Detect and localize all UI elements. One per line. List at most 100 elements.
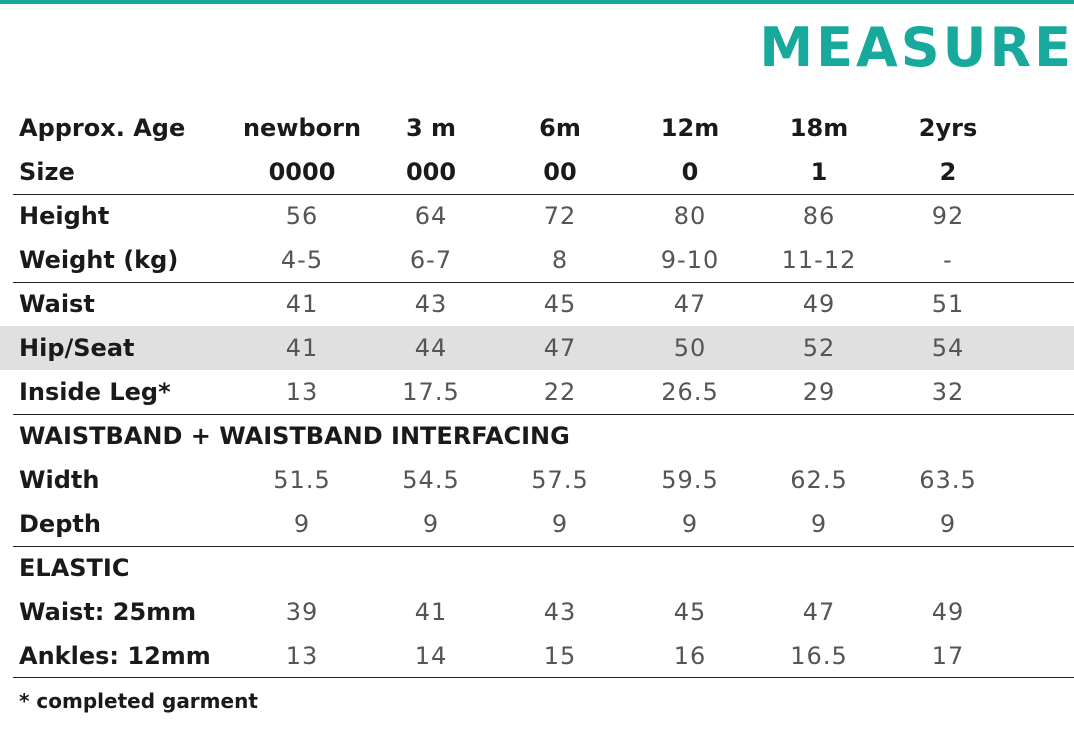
cell-newborn: 13 [285,642,319,670]
row-label: Weight (kg) [19,246,179,274]
cell-18m: 9 [810,510,828,538]
cell-2yrs: 9 [939,510,957,538]
cell-6m: 47 [543,334,577,362]
row-label: Hip/Seat [19,334,135,362]
cell-newborn: 51.5 [273,466,331,494]
cell-2yrs: 92 [931,202,965,230]
cell-newborn: 0000 [268,158,336,186]
section-heading-elastic: ELASTIC [0,546,1074,590]
cell-18m: 62.5 [790,466,848,494]
cell-12m: 9-10 [660,246,720,274]
cell-18m: 86 [802,202,836,230]
cell-6m: 43 [543,598,577,626]
table-row-size: Size 0000 000 00 0 1 2 [0,150,1074,194]
cell-18m: 47 [802,598,836,626]
cell-18m: 16.5 [790,642,848,670]
cell-newborn: 56 [285,202,319,230]
row-label: Inside Leg* [19,378,171,406]
divider-line [13,282,1074,283]
table-row-inside-leg: Inside Leg* 13 17.5 22 26.5 29 32 [0,370,1074,414]
section-label: ELASTIC [19,554,130,582]
cell-newborn: newborn [242,114,362,142]
table-row-height: Height 56 64 72 80 86 92 [0,194,1074,238]
section-label: WAISTBAND + WAISTBAND INTERFACING [19,422,570,450]
cell-2yrs: 2yrs [918,114,978,142]
divider-line [13,414,1074,415]
cell-18m: 52 [802,334,836,362]
cell-6m: 00 [543,158,577,186]
measurement-table: Approx. Age newborn 3 m 6m 12m 18m 2yrs … [0,106,1074,678]
cell-3m: 6-7 [409,246,453,274]
row-label: Waist [19,290,95,318]
section-heading-waistband: WAISTBAND + WAISTBAND INTERFACING [0,414,1074,458]
table-row-waist: Waist 41 43 45 47 49 51 [0,282,1074,326]
table-row-weight: Weight (kg) 4-5 6-7 8 9-10 11-12 - [0,238,1074,282]
cell-3m: 000 [405,158,457,186]
cell-18m: 29 [802,378,836,406]
cell-18m: 18m [789,114,849,142]
cell-12m: 16 [673,642,707,670]
cell-18m: 1 [810,158,828,186]
cell-6m: 45 [543,290,577,318]
cell-3m: 44 [414,334,448,362]
cell-2yrs: 17 [931,642,965,670]
cell-2yrs: 2 [939,158,957,186]
row-label: Depth [19,510,101,538]
cell-3m: 43 [414,290,448,318]
cell-newborn: 39 [285,598,319,626]
table-row-width: Width 51.5 54.5 57.5 59.5 62.5 63.5 [0,458,1074,502]
cell-2yrs: 32 [931,378,965,406]
cell-3m: 54.5 [402,466,460,494]
cell-6m: 72 [543,202,577,230]
cell-18m: 11-12 [781,246,857,274]
cell-3m: 9 [422,510,440,538]
footnote: * completed garment [19,689,258,713]
cell-3m: 41 [414,598,448,626]
divider-line [13,677,1074,678]
cell-newborn: 13 [285,378,319,406]
row-label: Size [19,158,75,186]
cell-12m: 80 [673,202,707,230]
table-row-elastic-waist: Waist: 25mm 39 41 43 45 47 49 [0,590,1074,634]
table-row-age: Approx. Age newborn 3 m 6m 12m 18m 2yrs [0,106,1074,150]
cell-12m: 0 [681,158,699,186]
cell-12m: 26.5 [661,378,719,406]
cell-newborn: 4-5 [280,246,324,274]
cell-6m: 22 [543,378,577,406]
cell-3m: 17.5 [402,378,460,406]
table-row-depth: Depth 9 9 9 9 9 9 [0,502,1074,546]
cell-12m: 50 [673,334,707,362]
cell-12m: 47 [673,290,707,318]
cell-12m: 9 [681,510,699,538]
cell-2yrs: 49 [931,598,965,626]
cell-3m: 64 [414,202,448,230]
cell-6m: 57.5 [531,466,589,494]
top-accent-bar [0,0,1074,4]
row-label: Height [19,202,110,230]
table-row-elastic-ankles: Ankles: 12mm 13 14 15 16 16.5 17 [0,634,1074,678]
cell-18m: 49 [802,290,836,318]
cell-6m: 9 [551,510,569,538]
row-label: Approx. Age [19,114,186,142]
cell-3m: 14 [414,642,448,670]
row-label: Waist: 25mm [19,598,197,626]
page-title: MEASURE [759,16,1074,79]
divider-line [13,546,1074,547]
cell-12m: 45 [673,598,707,626]
cell-2yrs: - [943,246,953,274]
cell-2yrs: 51 [931,290,965,318]
cell-newborn: 41 [285,290,319,318]
cell-12m: 59.5 [661,466,719,494]
cell-6m: 6m [539,114,581,142]
cell-2yrs: 54 [931,334,965,362]
cell-newborn: 41 [285,334,319,362]
divider-line [13,194,1074,195]
cell-6m: 15 [543,642,577,670]
cell-2yrs: 63.5 [919,466,977,494]
row-label: Ankles: 12mm [19,642,211,670]
cell-3m: 3 m [405,114,457,142]
cell-newborn: 9 [293,510,311,538]
row-label: Width [19,466,100,494]
cell-6m: 8 [551,246,569,274]
cell-12m: 12m [660,114,720,142]
